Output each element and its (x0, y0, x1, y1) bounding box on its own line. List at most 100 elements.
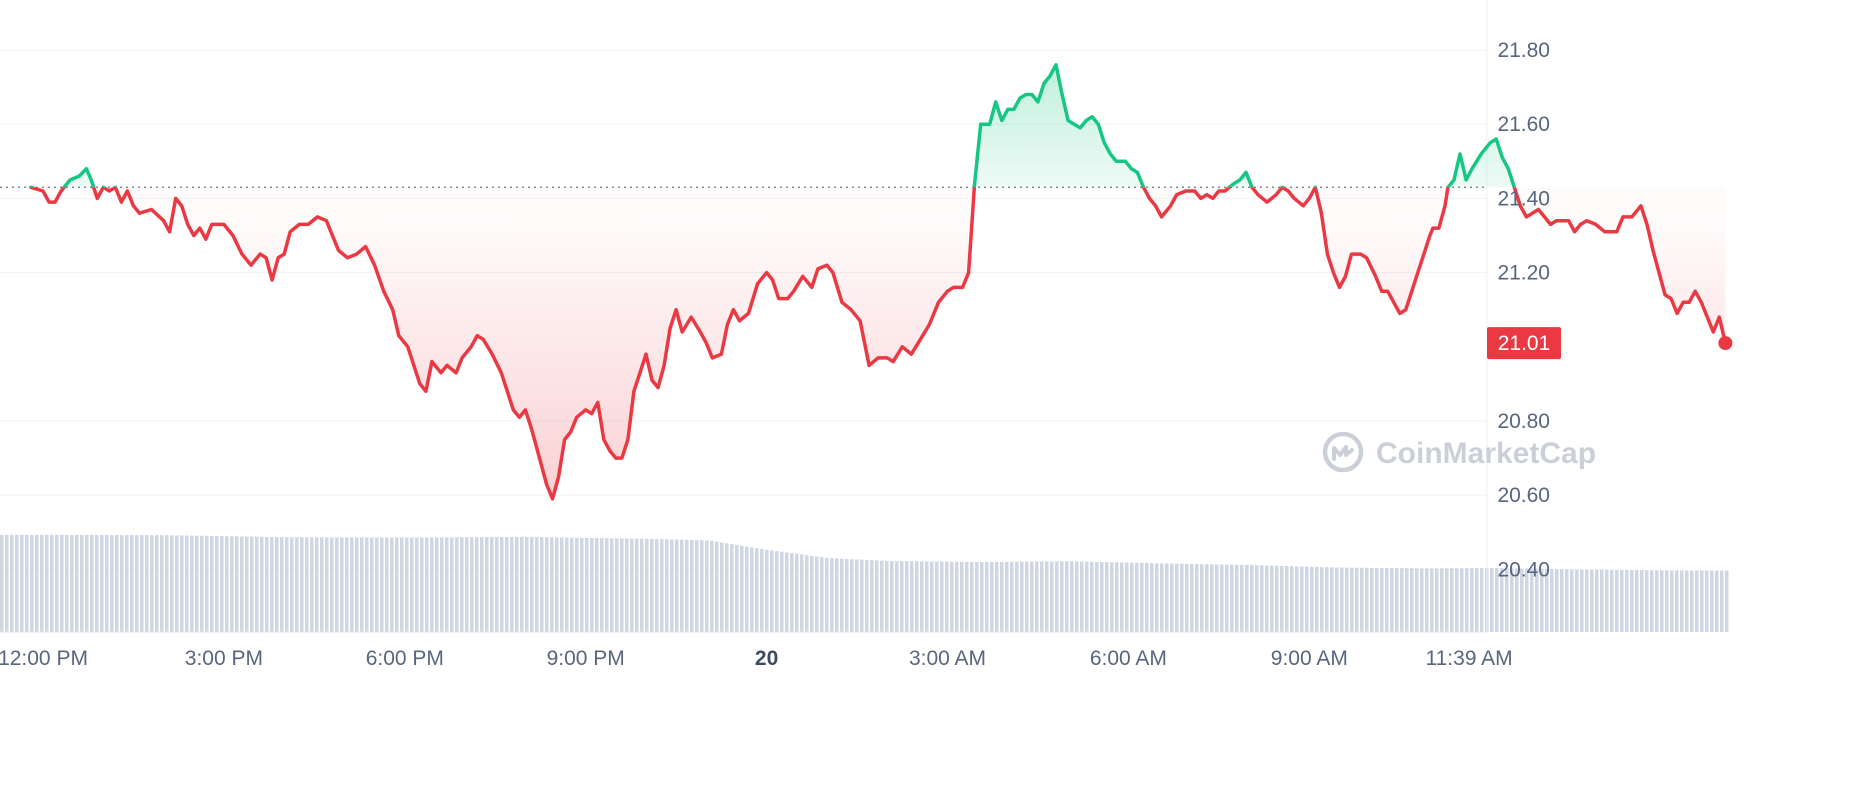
x-tick-label: 6:00 AM (1090, 647, 1167, 670)
price-line-up[interactable] (29, 63, 1726, 499)
volume-bar (950, 561, 954, 632)
current-price-label: 21.01 (1498, 332, 1551, 355)
volume-bar (650, 538, 654, 632)
volume-bar (170, 535, 174, 632)
volume-bar (575, 537, 579, 632)
volume-bar (930, 561, 934, 632)
volume-bar (530, 536, 534, 632)
volume-bar (425, 537, 429, 632)
volume-bar (290, 537, 294, 632)
y-tick-label: 21.40 (1497, 187, 1550, 210)
volume-bar (815, 556, 819, 632)
y-tick-label: 21.80 (1497, 39, 1550, 62)
volume-bar (925, 561, 929, 632)
volume-bar (1410, 568, 1414, 632)
coinmarketcap-logo-icon (1322, 431, 1364, 473)
volume-bar (765, 549, 769, 632)
y-tick-label: 21.60 (1497, 113, 1550, 136)
volume-bar (525, 536, 529, 632)
volume-bar (1065, 561, 1069, 632)
volume-bar (870, 560, 874, 632)
current-price-badge-bg (1487, 327, 1561, 360)
volume-bar (1640, 570, 1644, 632)
volume-bar (485, 537, 489, 632)
last-price-dot[interactable] (1718, 336, 1733, 351)
volume-bar (1100, 561, 1104, 632)
volume-bar (435, 537, 439, 632)
volume-bar (70, 534, 74, 632)
volume-bar (1190, 563, 1194, 632)
volume-bar (1110, 562, 1114, 632)
volume-bar (1585, 569, 1589, 632)
y-axis: 21.80 21.60 21.40 21.20 20.80 20.60 20.40 (1497, 39, 1550, 581)
volume-bar (1670, 570, 1674, 632)
x-tick-label: 20 (755, 647, 778, 670)
volume-bar (590, 538, 594, 632)
volume-bar (705, 540, 709, 632)
volume-bar (1555, 569, 1559, 632)
volume-bar (55, 534, 59, 632)
volume-bar (875, 560, 879, 632)
volume-bar (1545, 568, 1549, 632)
volume-bar (810, 555, 814, 632)
x-tick-label: 9:00 AM (1271, 647, 1348, 670)
volume-bar (600, 538, 604, 632)
volume-bar (1460, 568, 1464, 632)
volume-bar (540, 537, 544, 632)
volume-bar (580, 537, 584, 632)
volume-bar (380, 537, 384, 632)
volume-bar (1505, 568, 1509, 632)
volume-bar (915, 561, 919, 632)
volume-bar (1040, 561, 1044, 632)
volume-bar (25, 534, 29, 632)
volume-bar (400, 537, 404, 632)
volume-bar (610, 538, 614, 632)
volume-bar (1235, 564, 1239, 632)
volume-bar (370, 537, 374, 632)
volume-bar (860, 559, 864, 632)
volume-bar (280, 537, 284, 632)
volume-bar (15, 534, 19, 632)
volume-bar (1020, 561, 1024, 632)
volume-bar (1490, 568, 1494, 632)
volume-bar (1705, 570, 1709, 632)
volume-bar (1600, 569, 1604, 632)
volume-bar (850, 559, 854, 632)
volume-bar (1655, 570, 1659, 632)
volume-bar (1610, 569, 1614, 632)
y-tick-label: 20.60 (1497, 484, 1550, 507)
volume-bar (150, 535, 154, 632)
volume-bar (880, 560, 884, 632)
volume-bar (1005, 561, 1009, 632)
volume-bar (110, 535, 114, 632)
volume-bar (965, 561, 969, 632)
volume-bar (635, 538, 639, 632)
volume-bar (1230, 564, 1234, 632)
volume-bar (845, 558, 849, 632)
volume-bar (1265, 565, 1269, 632)
y-tick-label: 20.40 (1497, 558, 1550, 581)
volume-bar (205, 535, 209, 632)
volume-bar (740, 545, 744, 632)
volume-bar (45, 534, 49, 632)
volume-bar (495, 537, 499, 632)
volume-bar (1280, 565, 1284, 632)
volume-bar (125, 535, 129, 632)
volume-bar (1375, 567, 1379, 632)
volume-bar (240, 536, 244, 632)
volume-bar (505, 536, 509, 632)
volume-bar (315, 537, 319, 632)
price-line-down[interactable] (29, 65, 1728, 501)
volume-bar (920, 561, 924, 632)
volume-bar (475, 537, 479, 632)
volume-bar (660, 539, 664, 632)
volume-bar (160, 535, 164, 632)
volume-bar (145, 535, 149, 632)
volume-bar (420, 537, 424, 632)
volume-bar (855, 559, 859, 632)
volume-bar (355, 537, 359, 632)
volume-bar (630, 538, 634, 632)
volume-bar (1135, 562, 1139, 632)
volume-bar (1035, 561, 1039, 632)
